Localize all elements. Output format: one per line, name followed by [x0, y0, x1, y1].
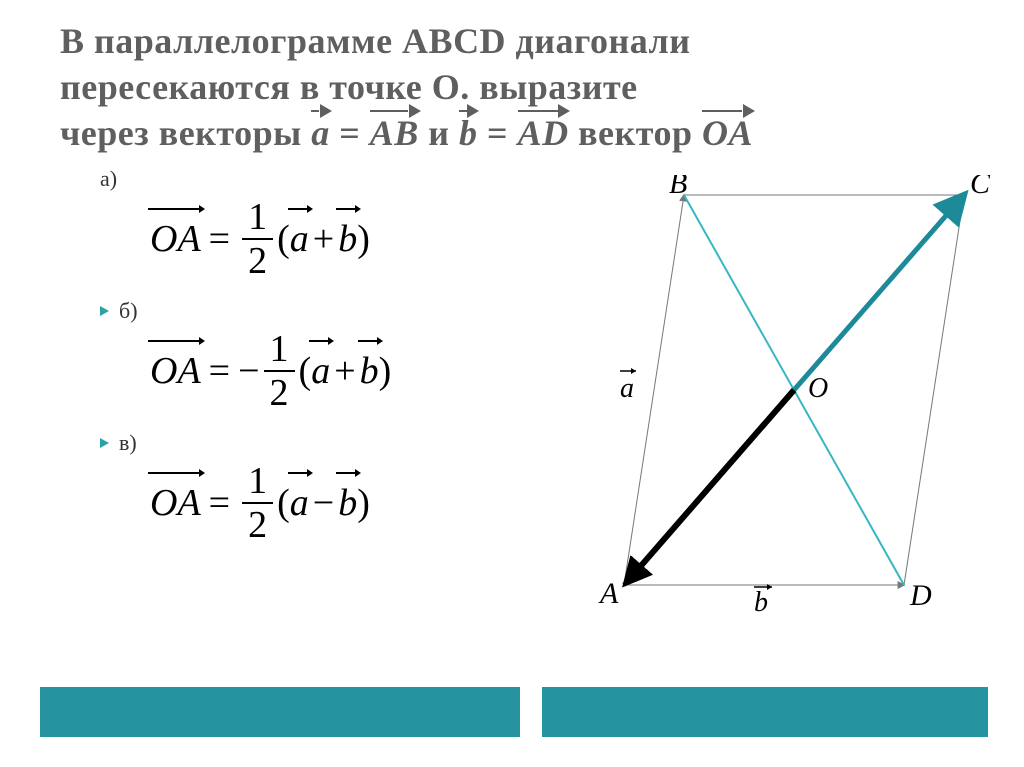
- svg-text:b: b: [754, 587, 768, 615]
- vector-oa: [626, 390, 794, 583]
- option-a-label: а): [100, 166, 117, 192]
- bar-right: [542, 687, 988, 737]
- parallelogram-diagram: B C A D O a b: [564, 175, 994, 615]
- bullet-icon: [100, 438, 109, 448]
- label-vec-b: b: [754, 584, 772, 615]
- label-b: B: [669, 175, 687, 200]
- label-d: D: [909, 579, 932, 612]
- label-o: O: [808, 373, 828, 404]
- title-line3a: через векторы: [60, 113, 311, 153]
- title-eq-b: b = AD: [459, 110, 569, 156]
- option-v-label: в): [119, 430, 137, 456]
- option-b-label: б): [119, 298, 138, 324]
- label-vec-a: a: [620, 368, 636, 404]
- problem-title: В параллелограмме ABCD диагонали пересек…: [0, 0, 1024, 166]
- svg-text:a: a: [620, 373, 634, 404]
- title-line3b: вектор: [578, 113, 702, 153]
- title-and: и: [428, 113, 459, 153]
- decorative-bars: [0, 687, 1024, 737]
- title-line2: пересекаются в точке О. выразите: [60, 67, 638, 107]
- title-vec-oa: OA: [702, 110, 753, 156]
- label-c: C: [970, 175, 991, 200]
- bullet-icon: [100, 306, 109, 316]
- label-a: A: [598, 577, 619, 610]
- title-line1: В параллелограмме ABCD диагонали: [60, 21, 690, 61]
- bar-left: [40, 687, 520, 737]
- title-eq-a: a = AB: [311, 110, 419, 156]
